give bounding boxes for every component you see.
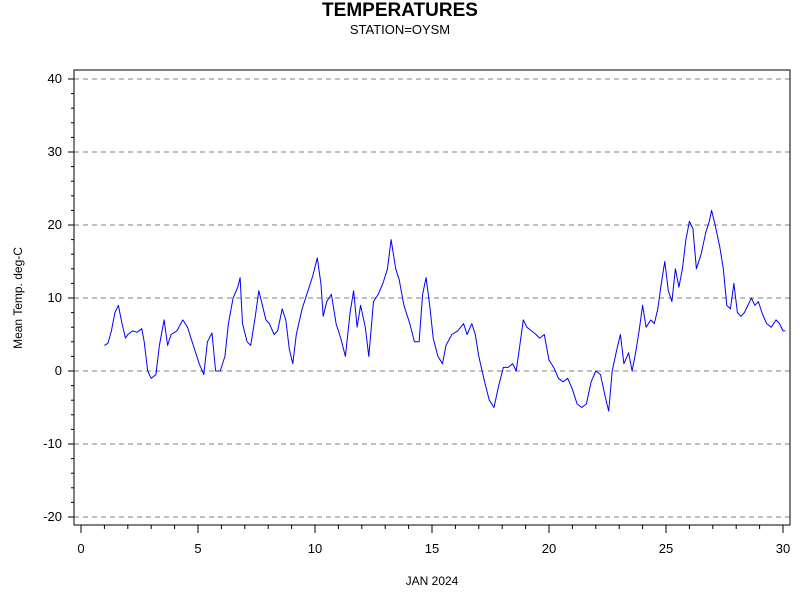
x-tick-label: 25: [659, 541, 673, 556]
y-tick-label: 30: [48, 144, 62, 159]
x-tick-label: 0: [77, 541, 84, 556]
x-tick-label: 10: [308, 541, 322, 556]
y-tick-label: 0: [55, 363, 62, 378]
x-tick-label: 30: [776, 541, 790, 556]
chart-title: TEMPERATURES: [322, 0, 478, 21]
x-axis: 0 5 10 15 20 25 30: [77, 525, 790, 556]
x-axis-label: JAN 2024: [405, 574, 459, 588]
x-tick-label: 5: [194, 541, 201, 556]
y-tick-label: 20: [48, 217, 62, 232]
chart-subtitle: STATION=OYSM: [349, 22, 451, 37]
y-tick-label: -20: [43, 509, 62, 524]
grid-lines: [74, 78, 790, 518]
plot-frame: [73, 69, 791, 526]
x-tick-label: 15: [425, 541, 439, 556]
y-axis: -20 -10 0 10 20 30 40: [43, 71, 74, 524]
temperature-series-line: [104, 209, 786, 412]
y-tick-label: 40: [48, 71, 62, 86]
series-layer: [104, 209, 786, 412]
x-tick-label: 20: [542, 541, 556, 556]
y-tick-label: -10: [43, 436, 62, 451]
y-tick-label: 10: [48, 290, 62, 305]
